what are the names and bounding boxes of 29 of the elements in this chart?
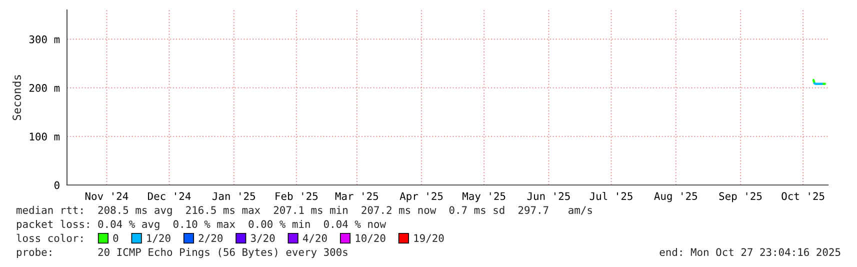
legend-label: 1/20 (147, 234, 170, 243)
text: end: Mon Oct 27 23:04:16 2025 (660, 248, 840, 256)
legend-label: 10/20 (356, 234, 386, 243)
x-tick-label: Apr '25 (400, 192, 443, 202)
legend-label: 2/20 (198, 234, 223, 243)
legend-title: loss color: (16, 234, 82, 242)
x-tick-label: Jul '25 (590, 192, 632, 200)
x-tick-label: Jun '25 (527, 192, 570, 200)
x-tick-label: Aug '25 (654, 192, 697, 202)
x-tick-label: May '25 (462, 192, 506, 202)
text: median rtt: 208.5 ms avg 216.5 ms max 207.1 ms min 207.2 ms now 0.7 ms sd 297.7 am/s (16, 206, 592, 216)
y-tick-label: 100 m (30, 132, 60, 141)
legend-label: 3/20 (250, 234, 275, 243)
x-tick-label: Feb '25 (276, 192, 318, 200)
x-tick-label: Jan '25 (212, 192, 255, 200)
legend-label: 19/20 (414, 234, 444, 243)
legend-label: 0 (113, 234, 118, 242)
y-tick-label: 300 m (29, 35, 60, 44)
legend-label: 4/20 (302, 234, 327, 243)
y-tick-label: 0 (54, 181, 60, 190)
text: packet loss: 0.04 % avg 0.10 % max 0.00 % min 0.04 % now (16, 220, 386, 230)
x-tick-label: Oct '25 (782, 192, 824, 200)
y-axis-title: Seconds (12, 75, 21, 120)
x-tick-label: Sep '25 (719, 192, 762, 202)
x-tick-label: Mar '25 (335, 192, 378, 200)
text: probe: 20 ICMP Echo Pings (56 Bytes) every 300s (16, 248, 348, 258)
x-tick-label: Dec '24 (148, 192, 191, 200)
x-tick-label: Nov '24 (85, 192, 128, 200)
y-tick-label: 200 m (29, 84, 60, 92)
